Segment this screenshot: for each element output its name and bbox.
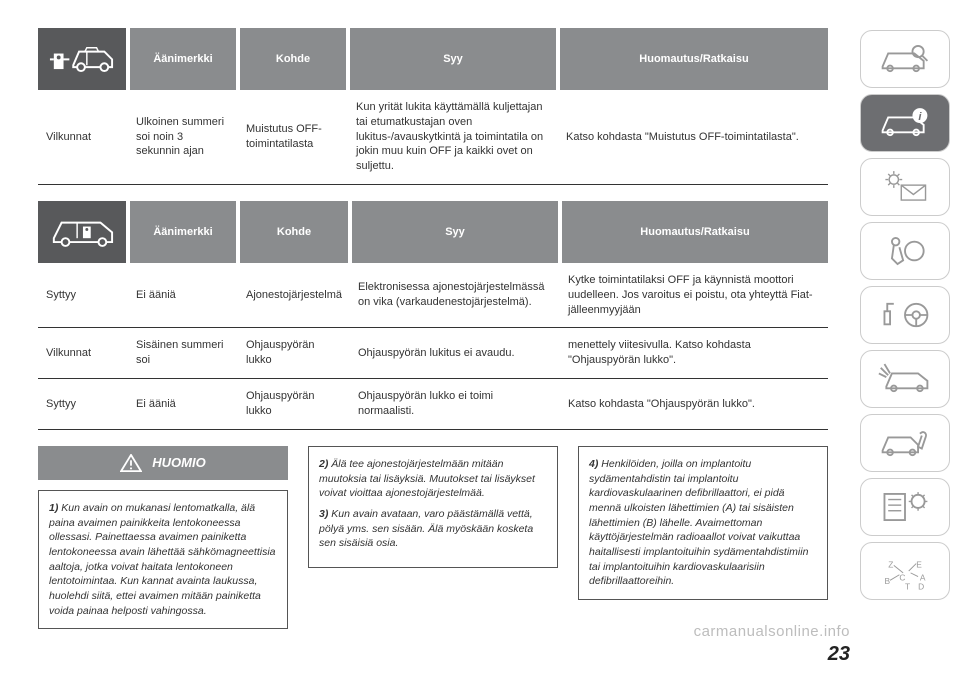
cell-cause: Ohjauspyörän lukko (238, 379, 350, 430)
note-num: 4) (589, 458, 598, 470)
table2-icon-cell (38, 201, 128, 263)
sun-mail-icon (877, 166, 933, 208)
note-column-2: 2) Älä tee ajonestojärjestelmään mitään … (308, 446, 558, 568)
huomio-title: HUOMIO (152, 455, 205, 470)
cell-solution: Katso kohdasta "Muistutus OFF-toimintati… (558, 90, 828, 185)
warning-boxes: HUOMIO 1) Kun avain on mukanasi lentomat… (38, 446, 830, 630)
sidebar-item-crash[interactable] (860, 350, 950, 408)
th-solution-2: Huomautus/Ratkaisu (560, 201, 828, 263)
th-cause-2: Kohde (238, 201, 350, 263)
th-signal-1: Äänimerkki (128, 28, 238, 90)
sidebar-item-ignition[interactable] (860, 286, 950, 344)
sidebar-item-sun-mail[interactable] (860, 158, 950, 216)
key-in-car-icon (48, 211, 116, 250)
cell-solution: Katso kohdasta "Ohjauspyörän lukko". (560, 379, 828, 430)
cell-reason: Ohjauspyörän lukitus ei avaudu. (350, 328, 560, 379)
cell-reason: Elektronisessa ajonestojärjestelmässä on… (350, 263, 560, 328)
key-outside-car-icon (48, 38, 116, 77)
table1-icon-cell (38, 28, 128, 90)
sidebar-item-car-info[interactable]: i (860, 94, 950, 152)
section-tabs-sidebar: i (860, 30, 960, 606)
cell-cause: Ohjauspyörän lukko (238, 328, 350, 379)
cell-signal: Ei ääniä (128, 379, 238, 430)
note-num: 1) (49, 502, 58, 514)
watermark: carmanualsonline.info (694, 623, 850, 640)
cell-signal: Sisäinen summeri soi (128, 328, 238, 379)
note-num: 2) (319, 458, 328, 470)
ignition-wheel-icon (877, 294, 933, 336)
maintenance-list-icon (877, 486, 933, 528)
sidebar-item-airbag[interactable] (860, 222, 950, 280)
sidebar-item-service[interactable] (860, 414, 950, 472)
car-search-icon (877, 38, 933, 80)
cell-indicator: Syttyy (38, 263, 128, 328)
airbag-icon (877, 230, 933, 272)
car-service-icon (877, 422, 933, 464)
note-text: Kun avain avataan, varo päästämällä vett… (319, 508, 533, 549)
th-solution-1: Huomautus/Ratkaisu (558, 28, 828, 90)
table-row: Vilkunnat Ulkoinen summeri soi noin 3 se… (38, 90, 828, 185)
note-column-3: 4) Henkilöiden, joilla on implantoitu sy… (578, 446, 828, 600)
svg-text:Z: Z (888, 559, 893, 569)
cell-solution: Kytke toimintatilaksi OFF ja käynnistä m… (560, 263, 828, 328)
svg-text:T: T (905, 582, 910, 592)
car-info-icon: i (877, 102, 933, 144)
note-text: Kun avain on mukanasi lentomatkalla, älä… (49, 502, 276, 617)
table-row: Syttyy Ei ääniä Ajonestojärjestelmä Elek… (38, 263, 828, 328)
note-text: Henkilöiden, joilla on implantoitu sydäm… (589, 458, 808, 588)
cell-indicator: Vilkunnat (38, 90, 128, 185)
cell-signal: Ulkoinen summeri soi noin 3 sekunnin aja… (128, 90, 238, 185)
cell-reason: Ohjauspyörän lukko ei toimi normaalisti. (350, 379, 560, 430)
th-reason-1: Syy (348, 28, 558, 90)
sidebar-item-car-search[interactable] (860, 30, 950, 88)
cell-cause: Ajonestojärjestelmä (238, 263, 350, 328)
svg-text:E: E (916, 559, 922, 569)
cell-indicator: Vilkunnat (38, 328, 128, 379)
note-text: Älä tee ajonestojärjestelmään mitään muu… (319, 458, 535, 499)
table-key-outside: Äänimerkki Kohde Syy Huomautus/Ratkaisu … (38, 28, 828, 185)
svg-text:B: B (884, 576, 890, 586)
cell-indicator: Syttyy (38, 379, 128, 430)
main-content: Äänimerkki Kohde Syy Huomautus/Ratkaisu … (0, 0, 830, 629)
page-number: 23 (828, 643, 850, 666)
huomio-column: HUOMIO 1) Kun avain on mukanasi lentomat… (38, 446, 288, 630)
note-1: 1) Kun avain on mukanasi lentomatkalla, … (38, 490, 288, 630)
th-reason-2: Syy (350, 201, 560, 263)
huomio-header: HUOMIO (38, 446, 288, 480)
table-key-in-car: Äänimerkki Kohde Syy Huomautus/Ratkaisu … (38, 201, 828, 430)
cell-signal: Ei ääniä (128, 263, 238, 328)
cell-solution: menettely viitesivulla. Katso kohdasta "… (560, 328, 828, 379)
cell-reason: Kun yrität lukita käyttämällä kuljettaja… (348, 90, 558, 185)
cell-cause: Muistutus OFF-toimintatilasta (238, 90, 348, 185)
svg-text:D: D (918, 582, 924, 592)
warning-triangle-icon (120, 454, 142, 472)
table-row: Vilkunnat Sisäinen summeri soi Ohjauspyö… (38, 328, 828, 379)
th-cause-1: Kohde (238, 28, 348, 90)
note-num: 3) (319, 508, 328, 520)
sidebar-item-maintenance[interactable] (860, 478, 950, 536)
car-crash-icon (877, 358, 933, 400)
sidebar-item-techspec[interactable]: Z E B A C D T (860, 542, 950, 600)
table-row: Syttyy Ei ääniä Ohjauspyörän lukko Ohjau… (38, 379, 828, 430)
tech-spec-icon: Z E B A C D T (877, 550, 933, 592)
th-signal-2: Äänimerkki (128, 201, 238, 263)
